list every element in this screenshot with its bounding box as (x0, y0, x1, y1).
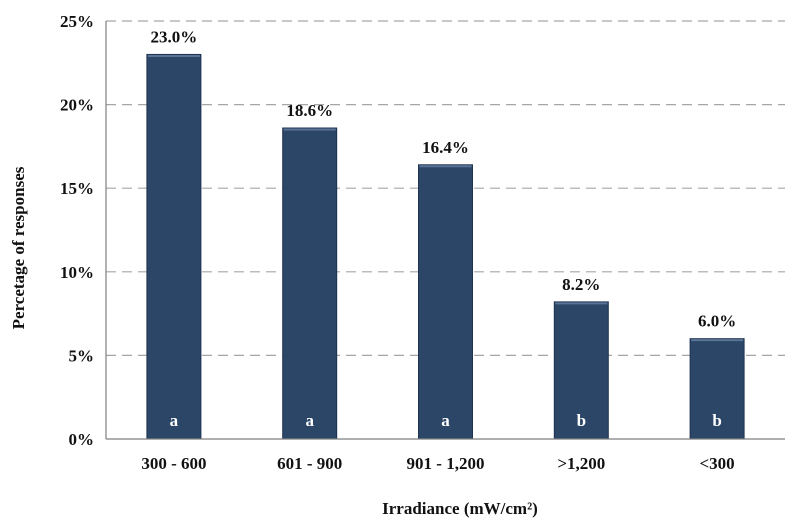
group-letter: a (170, 411, 179, 430)
x-tick-label: <300 (700, 454, 735, 473)
x-axis-title: Irradiance (mW/cm²) (382, 499, 538, 518)
x-tick-label: 601 - 900 (277, 454, 342, 473)
y-tick-label: 15% (60, 179, 94, 198)
data-label: 16.4% (422, 138, 469, 157)
bar (553, 301, 609, 440)
y-tick-label: 25% (60, 12, 94, 31)
x-tick-label: 300 - 600 (141, 454, 206, 473)
y-tick-label: 0% (69, 430, 95, 449)
y-tick-label: 5% (69, 346, 95, 365)
x-tick-label: >1,200 (557, 454, 605, 473)
y-tick-label: 20% (60, 96, 94, 115)
y-tick-labels: 0% 5% 10% 15% 20% 25% (60, 12, 94, 449)
y-tick-label: 10% (60, 263, 94, 282)
x-tick-labels: 300 - 600 601 - 900 901 - 1,200 >1,200 <300 (141, 454, 734, 473)
bar (418, 164, 473, 440)
data-label: 6.0% (698, 312, 736, 331)
data-label: 23.0% (151, 27, 198, 46)
group-letter: b (712, 411, 721, 430)
data-labels: 23.0% a 18.6% a 16.4% a 8.2% b 6.0% b (151, 27, 737, 430)
group-letter: a (441, 411, 450, 430)
y-axis-title: Percetage of responses (9, 166, 28, 329)
data-label: 8.2% (562, 275, 600, 294)
bar (282, 127, 338, 440)
bars (146, 53, 745, 440)
group-letter: b (577, 411, 586, 430)
group-letter: a (305, 411, 314, 430)
x-tick-label: 901 - 1,200 (407, 454, 485, 473)
data-label: 18.6% (286, 101, 333, 120)
bar (146, 53, 202, 440)
axes (105, 21, 785, 440)
